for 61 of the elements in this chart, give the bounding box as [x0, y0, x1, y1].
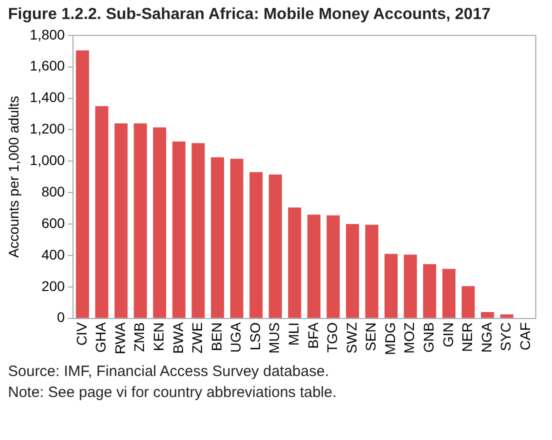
x-tick-label: RWA	[112, 322, 128, 354]
bar	[365, 224, 378, 318]
y-tick-label: 1,000	[30, 152, 66, 168]
x-tick-label: ZMB	[131, 322, 148, 352]
bar	[172, 142, 186, 318]
bar	[192, 143, 205, 318]
x-tick-label: UGA	[228, 322, 244, 353]
bar	[404, 254, 417, 318]
text: Note: See page vi for country abbreviations table.	[7, 383, 338, 401]
bar	[114, 123, 128, 318]
x-tick-label: MDG	[382, 322, 398, 356]
bar	[134, 123, 147, 318]
x-tick-label: SWZ	[343, 322, 360, 354]
x-tick-label: SEN	[362, 322, 379, 352]
x-tick-label: CAF	[516, 322, 533, 350]
x-tick-label: LSO	[246, 322, 263, 350]
bar	[442, 268, 456, 318]
x-tick-label: BWA	[170, 322, 186, 354]
x-tick-label: GIN	[440, 322, 456, 348]
bar	[423, 264, 436, 318]
bar	[307, 214, 320, 318]
bar	[384, 254, 398, 318]
bar	[326, 215, 340, 318]
bar	[288, 208, 302, 318]
chart-title: Figure 1.2.2. Sub-Saharan Africa: Mobile Money Accounts, 2017	[7, 5, 492, 24]
y-tick-label: 600	[41, 214, 66, 231]
bar	[210, 157, 224, 318]
y-tick-label: 0	[57, 309, 66, 326]
x-tick-label: BEN	[208, 322, 224, 352]
x-tick-label: MLI	[285, 322, 302, 346]
y-tick-label: 1,600	[30, 58, 66, 74]
bar	[462, 286, 475, 318]
y-axis-title: Accounts per 1,000 adults	[5, 96, 22, 258]
x-tick-label: ZWE	[189, 322, 206, 354]
source-note: Source: IMF, Financial Access Survey database.	[7, 362, 330, 380]
x-tick-label: GNB	[420, 322, 436, 353]
y-tick-label: 200	[41, 278, 66, 294]
x-tick-label: NER	[459, 322, 476, 352]
y-tick-label: 1,800	[30, 26, 66, 42]
bar	[76, 50, 90, 318]
y-tick-label: 800	[41, 183, 66, 200]
x-tick-label: SYC	[498, 322, 514, 352]
x-tick-label: MOZ	[401, 322, 418, 354]
bar	[230, 158, 244, 318]
x-tick-label: KEN	[150, 322, 166, 352]
x-tick-label: BFA	[304, 322, 321, 349]
bar	[346, 224, 360, 318]
x-tick-label: TGO	[324, 322, 340, 353]
bar	[500, 314, 514, 318]
bar	[480, 312, 494, 318]
bar	[153, 127, 166, 318]
bar	[268, 174, 282, 318]
x-tick-label: CIV	[73, 322, 90, 346]
y-tick-label: 1,400	[30, 89, 66, 106]
bar	[250, 172, 263, 318]
x-tick-label: NGA	[478, 322, 494, 353]
x-tick-label: MUS	[266, 322, 282, 354]
bar	[95, 106, 108, 318]
y-tick-label: 400	[41, 246, 66, 262]
x-tick-label: GHA	[92, 322, 109, 353]
y-tick-label: 1,200	[30, 120, 66, 137]
